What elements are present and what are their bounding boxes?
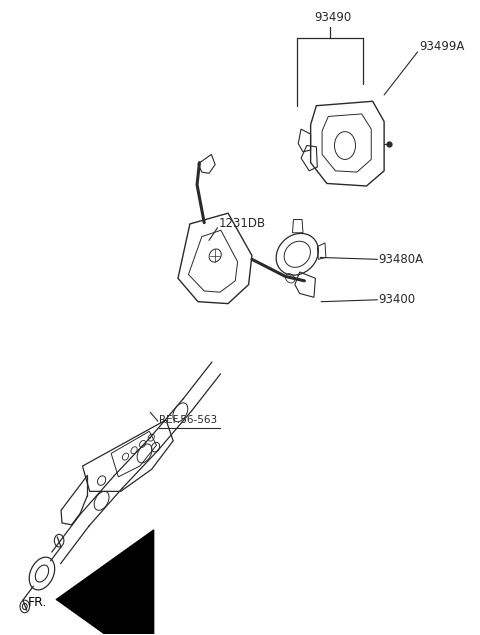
Text: FR.: FR. (28, 596, 47, 608)
Text: 93490: 93490 (314, 11, 351, 24)
Text: 93400: 93400 (378, 293, 416, 306)
Text: 93480A: 93480A (378, 253, 423, 266)
Text: REF.56-563: REF.56-563 (159, 415, 217, 425)
Text: 93499A: 93499A (419, 41, 464, 53)
FancyArrowPatch shape (57, 530, 154, 635)
Text: 1231DB: 1231DB (218, 217, 265, 231)
